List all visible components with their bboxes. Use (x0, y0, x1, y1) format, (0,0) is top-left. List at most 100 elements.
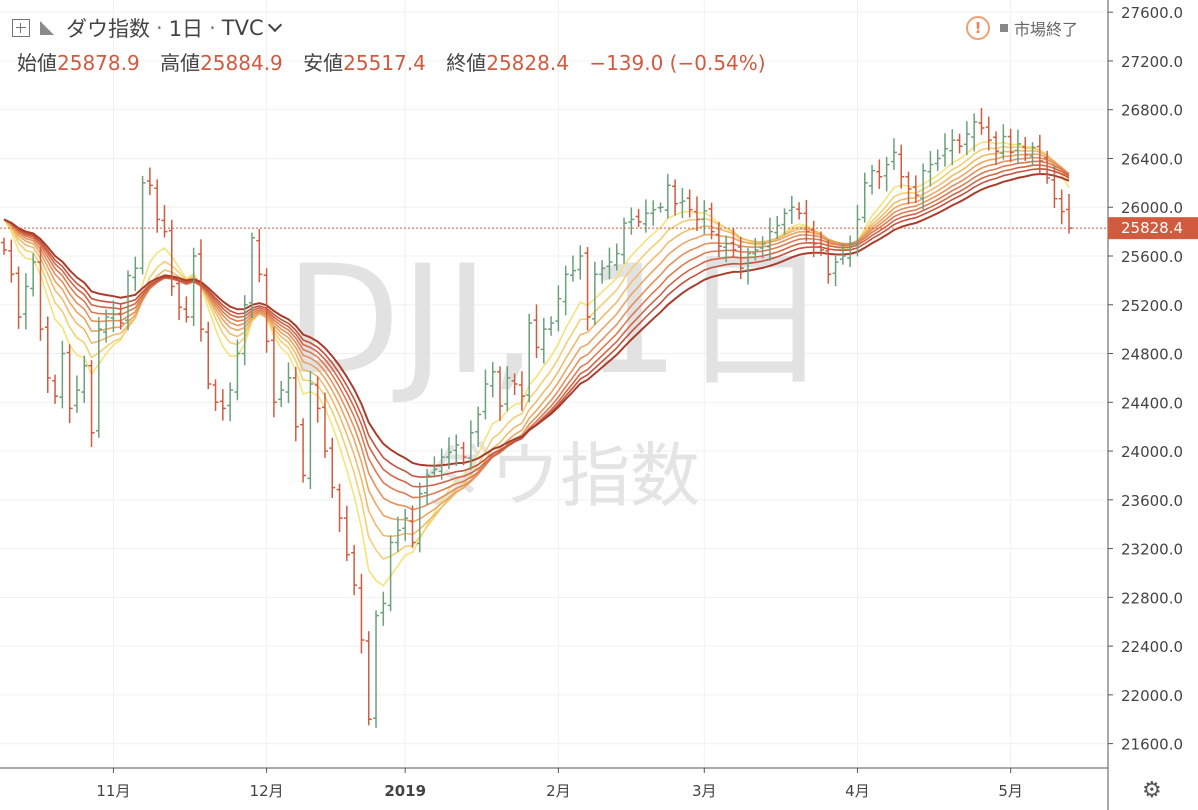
ohlc-bar (591, 261, 598, 325)
ohlc-bar (249, 232, 256, 319)
ohlc-bar (890, 138, 897, 170)
ohlc-bar (205, 321, 212, 390)
y-tick-label: 26800.0 (1121, 102, 1183, 120)
ohlc-bar (424, 468, 431, 506)
gear-icon[interactable]: ⚙ (1142, 778, 1162, 803)
ohlc-bar (489, 361, 496, 398)
chevron-down-icon[interactable] (267, 17, 282, 33)
ohlc-bar (788, 195, 795, 225)
ohlc-bar (154, 179, 161, 233)
ohlc-bar (548, 316, 555, 336)
y-tick-label: 25600.0 (1121, 248, 1183, 266)
ohlc-bar (701, 200, 708, 235)
ohlc-bar (431, 456, 438, 478)
ohlc-bar (95, 317, 102, 438)
ohlc-bar (416, 482, 423, 553)
ohlc-bar (365, 631, 372, 726)
ohlc-bar (139, 175, 146, 275)
ohlc-bar (854, 204, 861, 257)
ohlc-bar (898, 144, 905, 189)
status-square-icon (1000, 24, 1008, 32)
symbol-name[interactable]: ダウ指数 (66, 17, 150, 41)
exchange-label[interactable]: TVC (221, 16, 264, 40)
interval-label[interactable]: 1日 (168, 17, 204, 41)
y-tick-label: 25200.0 (1121, 297, 1183, 315)
ohlc-bar (22, 273, 29, 330)
ohlc-bar (621, 217, 628, 264)
ohlc-bar (1014, 129, 1021, 164)
high-label: 高値 (160, 51, 201, 75)
ohlc-bar (635, 209, 642, 228)
ohlc-bar (336, 483, 343, 532)
y-tick-label: 22000.0 (1121, 687, 1183, 705)
ohlc-bar (263, 268, 270, 353)
ohlc-bar (460, 441, 467, 466)
ohlc-bar (883, 156, 890, 192)
ohlc-bar (190, 247, 197, 326)
ohlc-bar (329, 437, 336, 498)
high-value: 25884.9 (200, 51, 283, 75)
ema-line (3, 172, 1070, 467)
x-tick-label: 5月 (998, 782, 1023, 800)
ohlc-bar (526, 313, 533, 403)
ohlc-bar (1029, 142, 1036, 166)
x-axis: 11月 12月 2019 2月 3月 4月 5月 (96, 768, 1023, 800)
ohlc-bar (577, 245, 584, 280)
y-tick-label: 23600.0 (1121, 492, 1183, 510)
y-tick-label: 23200.0 (1121, 541, 1183, 559)
ohlc-bar (59, 340, 66, 409)
x-tick-label: 11月 (96, 782, 130, 800)
ohlc-bar (723, 235, 730, 262)
ohlc-legend: 始値25878.9 高値25884.9 安値25517.4 終値25828.4 … (17, 47, 766, 76)
ohlc-bar (321, 392, 328, 458)
compare-plus-icon[interactable] (12, 19, 30, 37)
ohlc-bar (278, 381, 285, 407)
ohlc-bar (504, 366, 511, 412)
ohlc-bar (657, 202, 664, 213)
ohlc-bar (445, 437, 452, 470)
ohlc-bar (409, 505, 416, 548)
low-label: 安値 (303, 51, 344, 75)
ohlc-bar (168, 219, 175, 296)
ohlc-bar (679, 187, 686, 219)
ohlc-bar (358, 573, 365, 654)
ohlc-bar (650, 200, 657, 226)
ohlc-bar (963, 121, 970, 156)
ohlc-bar (176, 277, 183, 321)
y-tick-label: 27200.0 (1121, 53, 1183, 71)
ohlc-bar (256, 229, 263, 283)
flag-icon[interactable] (38, 20, 56, 36)
y-tick-label: 22400.0 (1121, 638, 1183, 656)
ohlc-bar (467, 420, 474, 470)
y-tick-label: 24800.0 (1121, 346, 1183, 364)
ohlc-bar (1000, 124, 1007, 160)
ohlc-bar (110, 300, 117, 332)
ohlc-bar (1, 237, 7, 255)
warning-icon[interactable]: ! (966, 16, 990, 40)
ohlc-bar (715, 221, 722, 258)
ohlc-bar (978, 108, 985, 135)
ema-line (3, 145, 1070, 560)
ohlc-bar (628, 207, 635, 235)
y-tick-label: 26000.0 (1121, 199, 1183, 217)
ohlc-bar (803, 199, 810, 242)
ema-line (3, 141, 1070, 587)
ohlc-bar (73, 375, 80, 413)
close-label: 終値 (446, 51, 487, 75)
ohlc-bar (993, 131, 1000, 166)
ohlc-bar (475, 406, 482, 448)
ohlc-bar (37, 246, 44, 341)
market-status[interactable]: ! 市場終了 (966, 16, 1078, 40)
ohlc-bar (373, 610, 380, 728)
ohlc-bar (438, 448, 445, 480)
ohlc-bar (737, 236, 744, 280)
ohlc-bar (219, 389, 226, 421)
y-tick-label: 24000.0 (1121, 443, 1183, 461)
ohlc-bar (839, 243, 846, 265)
chart-header: ダウ指数 · 1日 · TVC 始値25878.9 高値25884.9 安値25… (0, 0, 1108, 80)
ohlc-bar (380, 591, 387, 626)
ohlc-bar (212, 379, 219, 411)
watermark-subtitle: ダウ指数 (420, 435, 700, 517)
ohlc-bar (832, 255, 839, 287)
